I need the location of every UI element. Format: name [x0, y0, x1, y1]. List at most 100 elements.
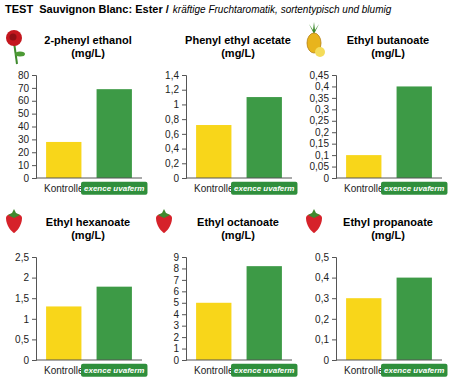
y-tick-mark [32, 114, 36, 115]
x-tick-label: exence uvaferm [234, 366, 294, 375]
icon-strawberry [306, 209, 322, 233]
bar [46, 142, 81, 178]
y-tick-label: 40 [18, 121, 30, 132]
y-tick-label: 7 [173, 275, 179, 286]
y-tick-label: 0,45 [310, 70, 330, 81]
y-tick: 80 [18, 70, 36, 81]
icon-calyx [8, 209, 20, 218]
bars [46, 89, 132, 178]
y-tick-label: 0,4 [315, 81, 329, 92]
y-tick-label: 0,2 [315, 314, 329, 325]
y-tick-label: 50 [18, 108, 30, 119]
y-tick-label: 0 [323, 173, 329, 184]
y-tick-label: 80 [18, 70, 30, 81]
y-axis: 0123456789 [173, 252, 186, 366]
icon-rose [6, 30, 25, 64]
y-tick-mark [182, 349, 186, 350]
y-tick-mark [332, 178, 336, 179]
y-tick-mark [32, 339, 36, 340]
x-tick-label: Kontrolle [194, 365, 234, 376]
x-tick-label: Kontrolle [44, 183, 84, 194]
y-tick-label: 6 [173, 286, 179, 297]
y-tick-label: 0,05 [310, 161, 330, 172]
y-tick-label: 0,3 [315, 104, 329, 115]
y-tick-mark [332, 360, 336, 361]
y-tick: 0 [323, 355, 336, 366]
y-tick-label: 0,5 [315, 252, 329, 263]
y-tick: 60 [18, 95, 36, 106]
y-tick-label: 0,3 [315, 293, 329, 304]
y-tick-mark [332, 98, 336, 99]
y-tick-label: 1,4 [165, 70, 179, 81]
y-axis: 00,511,522,5 [15, 252, 36, 366]
icon-flower-center [10, 34, 17, 41]
y-tick-mark [182, 178, 186, 179]
y-tick-mark [332, 132, 336, 133]
y-tick-label: 0,8 [165, 114, 179, 125]
y-tick: 0,4 [315, 272, 336, 283]
y-tick-label: 20 [18, 147, 30, 158]
y-tick-mark [182, 75, 186, 76]
y-tick-label: 1 [173, 343, 179, 354]
y-tick: 2 [173, 332, 186, 343]
chart-title: 2-phenyl ethanol [44, 34, 131, 46]
y-tick-mark [332, 339, 336, 340]
y-tick-mark [182, 337, 186, 338]
y-tick: 0 [23, 355, 36, 366]
y-tick: 1 [173, 343, 186, 354]
y-tick: 0,5 [315, 252, 336, 263]
x-tick-label: Kontrolle [44, 365, 84, 376]
x-tick: Kontrolle [194, 178, 234, 194]
bars [196, 97, 282, 178]
y-tick-mark [32, 101, 36, 102]
y-tick: 9 [173, 252, 186, 263]
y-tick-mark [182, 314, 186, 315]
y-tick-mark [332, 109, 336, 110]
chart-subtitle: (mg/L) [221, 229, 255, 241]
y-axis-line [32, 76, 37, 179]
x-tick-label: exence uvaferm [234, 184, 294, 193]
x-axis-line [336, 178, 442, 179]
y-tick-mark [32, 178, 36, 179]
x-tick-label: Kontrolle [344, 183, 384, 194]
icon-slice [315, 47, 325, 57]
y-tick: 6 [173, 286, 186, 297]
chart-subtitle: (mg/L) [71, 47, 105, 59]
y-tick: 0 [173, 355, 186, 366]
y-axis: 00,050,10,150,20,250,30,350,40,45 [310, 70, 337, 184]
y-tick-label: 0,35 [310, 93, 330, 104]
y-tick: 5 [173, 297, 186, 308]
y-tick-label: 5 [173, 297, 179, 308]
y-tick: 0,1 [315, 150, 336, 161]
y-tick-label: 0,2 [165, 158, 179, 169]
y-tick-mark [32, 165, 36, 166]
panel: Ethyl propanoate(mg/L)00,10,20,30,40,5Ko… [306, 209, 447, 377]
x-axis-line [186, 360, 292, 361]
x-axis-line [36, 178, 142, 179]
x-tick: exence uvaferm [81, 360, 147, 377]
x-tick: Kontrolle [344, 178, 384, 194]
x-axis: Kontrolleexence uvaferm [186, 360, 297, 377]
y-tick-mark [332, 278, 336, 279]
brand-badge [231, 182, 297, 195]
y-tick: 40 [18, 121, 36, 132]
y-tick: 1,4 [165, 70, 186, 81]
chart-title: Ethyl hexanoate [46, 216, 130, 228]
page-subtitle: kräftige Fruchtaromatik, sortentypisch u… [173, 4, 392, 15]
y-axis: 01020304050607080 [18, 70, 37, 184]
y-tick: 0,4 [315, 81, 336, 92]
y-tick-mark [32, 360, 36, 361]
chart-subtitle: (mg/L) [71, 229, 105, 241]
y-tick: 0,4 [165, 143, 186, 154]
y-tick: 10 [18, 160, 36, 171]
x-tick-label: exence uvaferm [84, 366, 144, 375]
chart-title: Phenyl ethyl acetate [185, 34, 291, 46]
chart-subtitle: (mg/L) [371, 229, 405, 241]
brand-badge [381, 364, 447, 377]
y-axis: 00,10,20,30,40,5 [315, 252, 336, 366]
x-axis: Kontrolleexence uvaferm [186, 178, 297, 195]
bar [97, 287, 132, 360]
x-axis-line [186, 178, 292, 179]
y-tick: 0,05 [310, 161, 336, 172]
y-tick-mark [32, 319, 36, 320]
